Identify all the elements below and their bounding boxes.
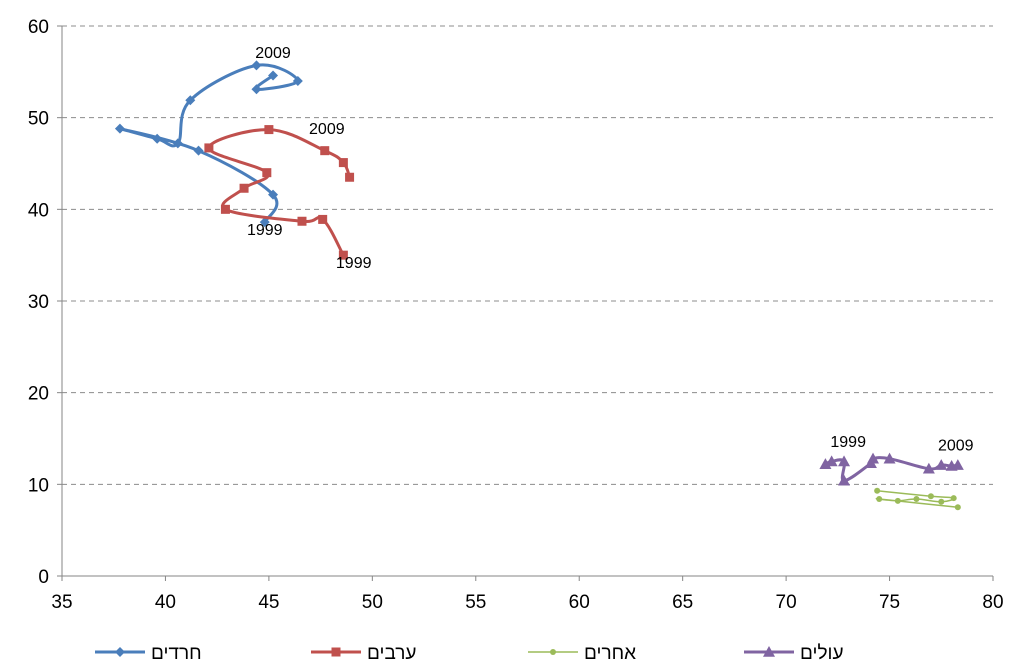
data-point — [883, 452, 896, 464]
y-tick-label: 50 — [28, 109, 49, 130]
x-tick-label: 65 — [672, 592, 693, 613]
data-point — [268, 70, 279, 81]
x-tick-label: 45 — [258, 592, 279, 613]
legend-label: אחרים — [584, 643, 636, 664]
legend-swatch-marker — [331, 647, 341, 657]
data-point — [825, 455, 838, 467]
data-point — [876, 496, 883, 502]
data-point — [927, 493, 934, 500]
data-point — [185, 95, 196, 106]
y-tick-label: 60 — [28, 17, 49, 38]
data-point — [251, 60, 262, 71]
annotation-label: 2009 — [309, 121, 345, 138]
data-point — [259, 217, 270, 228]
x-tick-label: 70 — [776, 592, 797, 613]
data-point — [268, 189, 279, 200]
x-tick-label: 75 — [879, 592, 900, 613]
x-tick-label: 60 — [569, 592, 590, 613]
series-square — [204, 125, 355, 260]
annotation-label: 1999 — [336, 255, 372, 272]
data-point — [938, 498, 945, 505]
data-point — [954, 504, 961, 511]
legend-label: עולים — [800, 643, 844, 664]
y-tick-label: 40 — [28, 200, 49, 221]
series-diamond — [114, 60, 303, 228]
x-tick-label: 35 — [51, 592, 72, 613]
data-point — [345, 172, 355, 182]
legend-swatch-marker — [763, 646, 775, 657]
data-point — [292, 76, 303, 86]
data-point — [264, 125, 274, 135]
data-point — [913, 496, 920, 502]
series-layer — [114, 60, 964, 511]
x-tick-label: 55 — [465, 592, 486, 613]
y-tick-label: 30 — [28, 292, 49, 313]
legend-item: עולים — [744, 643, 844, 664]
legend-label: חרדים — [151, 643, 202, 664]
legend-swatch-marker — [115, 647, 125, 657]
legend-item: אחרים — [528, 643, 636, 664]
legend: חרדים ערבים אחרים עולים — [95, 643, 844, 664]
data-point — [239, 183, 249, 193]
data-point — [838, 474, 851, 486]
annotations: 2009 2009 1999 1999 1999 2009 — [247, 45, 974, 454]
series-triangle — [819, 452, 964, 486]
annotation-label: 1999 — [247, 222, 283, 239]
data-point — [297, 216, 307, 226]
data-point — [935, 459, 948, 470]
data-point — [338, 250, 348, 260]
data-point — [251, 84, 262, 95]
data-point — [172, 138, 183, 149]
data-point — [874, 487, 881, 494]
data-point — [114, 123, 125, 134]
y-tick-label: 10 — [28, 475, 49, 496]
grid-lines — [62, 25, 993, 485]
data-point — [950, 495, 957, 502]
legend-label: ערבים — [367, 643, 416, 664]
annotation-label: 1999 — [830, 434, 866, 451]
x-tick-label: 80 — [982, 592, 1003, 613]
data-point — [152, 133, 163, 144]
data-point — [951, 459, 964, 470]
legend-item: חרדים — [95, 643, 202, 664]
legend-item: ערבים — [311, 643, 416, 664]
data-point — [193, 145, 204, 156]
data-point — [338, 158, 348, 168]
data-point — [838, 455, 851, 467]
data-point — [262, 168, 272, 178]
annotation-label: 2009 — [938, 437, 974, 454]
x-tick-label: 40 — [155, 592, 176, 613]
data-point — [204, 143, 214, 153]
data-point — [320, 146, 330, 156]
axes: 0 10 20 30 40 50 60 35 40 45 50 55 60 65 70 75 80 — [28, 17, 1004, 613]
data-point — [220, 204, 230, 214]
y-tick-label: 20 — [28, 384, 49, 405]
data-point — [867, 452, 880, 464]
legend-swatch-marker — [550, 649, 556, 655]
annotation-label: 2009 — [255, 45, 291, 62]
x-tick-label: 50 — [362, 592, 383, 613]
data-point — [894, 497, 901, 504]
data-point — [819, 458, 832, 469]
series-circle — [874, 487, 961, 511]
data-point — [318, 214, 328, 224]
data-point — [922, 462, 935, 474]
y-tick-label: 0 — [38, 567, 49, 588]
